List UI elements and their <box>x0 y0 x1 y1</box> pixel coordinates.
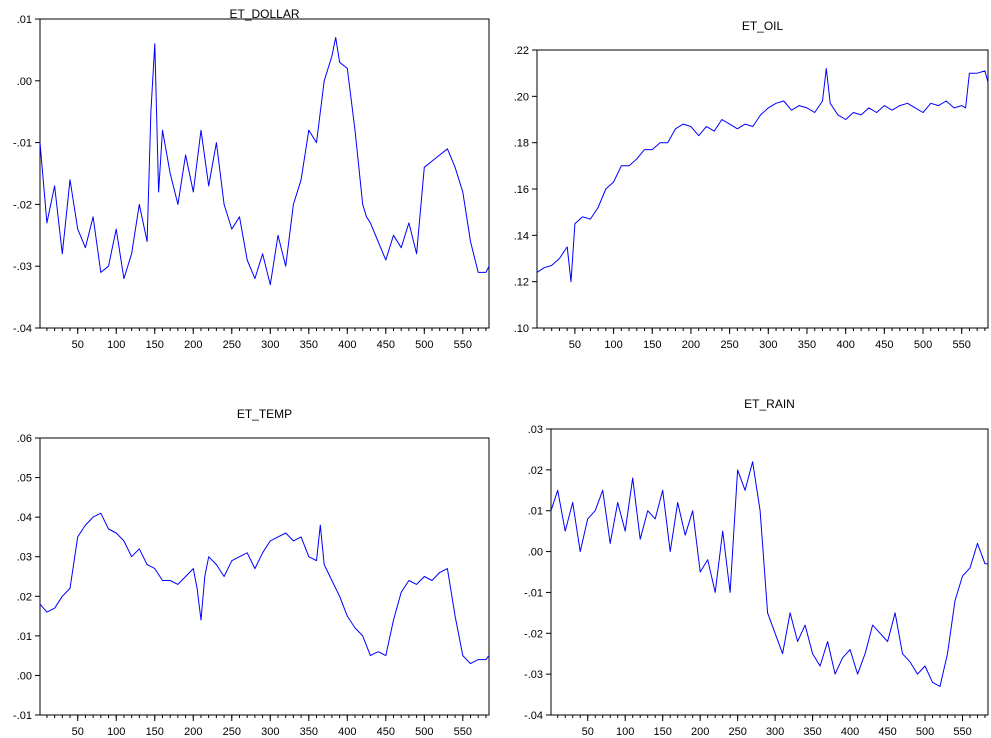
series-line-1 <box>39 512 490 665</box>
chart-panel-4: ET_RAIN 50 100 150 200 250 300 350 400 450 500 550 -… <box>524 397 989 738</box>
y-tick-label: .14 <box>514 230 529 242</box>
x-tick-label: 150 <box>643 339 661 351</box>
y-tick-label: .18 <box>514 138 529 150</box>
y-tick-label: .03 <box>17 552 32 564</box>
x-tick-label: 450 <box>875 339 893 351</box>
series-line-1 <box>39 37 490 286</box>
x-tick-label: 550 <box>953 339 971 351</box>
x-tick-label: 450 <box>377 339 395 351</box>
plot-frame <box>550 428 989 716</box>
x-tick-label: 500 <box>916 726 934 738</box>
x-tick-label: 300 <box>759 339 777 351</box>
plot-frame <box>39 437 490 716</box>
y-tick-label: .00 <box>17 76 32 88</box>
y-tick-label: .01 <box>528 506 543 518</box>
x-tick-label: 550 <box>454 726 472 738</box>
chart-title: ET_DOLLAR <box>229 7 299 21</box>
y-tick-label: -.01 <box>524 587 543 599</box>
x-tick-label: 450 <box>377 726 395 738</box>
plot-frame <box>39 18 490 329</box>
x-tick-label: 350 <box>798 339 816 351</box>
x-tick-label: 50 <box>582 726 594 738</box>
x-tick-label: 200 <box>691 726 709 738</box>
chart-panel-1: ET_DOLLAR 50 100 150 200 250 300 350 400 450 500 55… <box>13 7 490 351</box>
x-tick-label: 250 <box>223 726 241 738</box>
chart-panel-2: ET_OIL 50 100 150 200 250 300 350 400 450 500 550 .1… <box>514 19 989 351</box>
x-tick-label: 400 <box>338 339 356 351</box>
y-tick-label: .01 <box>17 14 32 26</box>
x-tick-label: 150 <box>146 339 164 351</box>
y-tick-label: -.04 <box>524 710 543 722</box>
x-tick-label: 200 <box>184 726 202 738</box>
y-tick-label: .20 <box>514 91 529 103</box>
y-tick-label: .16 <box>514 184 529 196</box>
chart-title: ET_TEMP <box>237 407 292 421</box>
series-line-1 <box>536 68 989 283</box>
y-tick-label: .22 <box>514 45 529 57</box>
x-tick-label: 350 <box>300 339 318 351</box>
x-tick-label: 350 <box>300 726 318 738</box>
x-tick-label: 50 <box>569 339 581 351</box>
x-tick-label: 100 <box>107 726 125 738</box>
x-tick-label: 50 <box>72 726 84 738</box>
chart-title: ET_OIL <box>742 19 784 33</box>
x-tick-label: 450 <box>878 726 896 738</box>
x-tick-label: 550 <box>953 726 971 738</box>
x-tick-label: 100 <box>616 726 634 738</box>
y-tick-label: -.04 <box>13 323 32 335</box>
y-tick-label: .01 <box>17 631 32 643</box>
x-tick-label: 300 <box>766 726 784 738</box>
x-tick-label: 400 <box>841 726 859 738</box>
plot-frame <box>536 49 989 329</box>
y-tick-label: -.03 <box>524 669 543 681</box>
y-tick-label: .12 <box>514 277 529 289</box>
y-tick-label: -.03 <box>13 261 32 273</box>
y-tick-label: -.01 <box>13 138 32 150</box>
y-tick-label: -.02 <box>524 628 543 640</box>
series-line-1 <box>550 461 988 687</box>
y-tick-label: .00 <box>17 670 32 682</box>
x-tick-label: 300 <box>261 339 279 351</box>
x-tick-label: 400 <box>836 339 854 351</box>
x-tick-label: 200 <box>184 339 202 351</box>
x-tick-label: 150 <box>146 726 164 738</box>
x-tick-label: 500 <box>415 339 433 351</box>
y-tick-label: .02 <box>528 465 543 477</box>
x-tick-label: 100 <box>107 339 125 351</box>
x-tick-label: 500 <box>415 726 433 738</box>
y-tick-label: -.02 <box>13 199 32 211</box>
x-tick-label: 250 <box>720 339 738 351</box>
x-tick-label: 550 <box>454 339 472 351</box>
y-tick-label: .10 <box>514 323 529 335</box>
y-tick-label: .04 <box>17 512 32 524</box>
x-tick-label: 50 <box>72 339 84 351</box>
x-tick-label: 500 <box>914 339 932 351</box>
chart-panel-3: ET_TEMP 50 100 150 200 250 300 350 400 450 500 550 -… <box>13 407 490 738</box>
x-tick-label: 300 <box>261 726 279 738</box>
chart-title: ET_RAIN <box>744 397 795 411</box>
y-tick-label: .05 <box>17 473 32 485</box>
y-tick-label: .02 <box>17 591 32 603</box>
y-tick-label: .06 <box>17 433 32 445</box>
x-tick-label: 350 <box>803 726 821 738</box>
x-tick-label: 100 <box>604 339 622 351</box>
x-tick-label: 250 <box>728 726 746 738</box>
x-tick-label: 250 <box>223 339 241 351</box>
x-tick-label: 150 <box>654 726 672 738</box>
x-tick-label: 200 <box>682 339 700 351</box>
y-tick-label: .00 <box>528 547 543 559</box>
x-tick-label: 400 <box>338 726 356 738</box>
y-tick-label: -.01 <box>13 710 32 722</box>
y-tick-label: .03 <box>528 424 543 436</box>
